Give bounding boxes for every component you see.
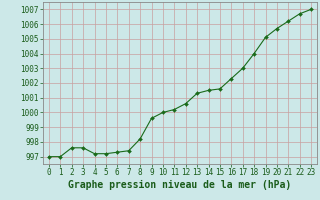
X-axis label: Graphe pression niveau de la mer (hPa): Graphe pression niveau de la mer (hPa) (68, 180, 292, 190)
